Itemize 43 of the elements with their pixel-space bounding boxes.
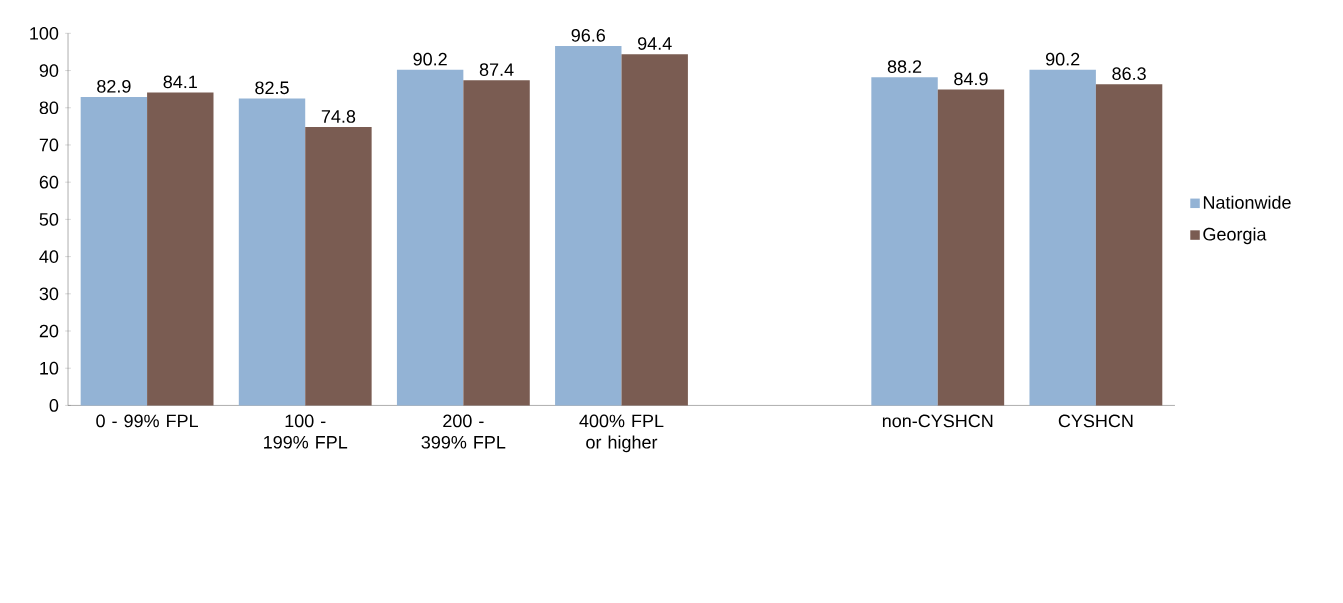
bar (396, 69, 464, 406)
y-tick-label: 10 (40, 361, 59, 375)
data-label: 90.2 (413, 52, 447, 66)
x-tick-label: 0 - 99% FPL (96, 414, 198, 428)
data-label: 94.4 (638, 37, 672, 50)
data-label: 86.3 (1112, 67, 1146, 81)
y-tick-label: 60 (39, 175, 59, 189)
data-label: 96.6 (571, 29, 606, 42)
bar (147, 92, 214, 406)
data-label: 74.8 (321, 110, 356, 123)
bar (305, 127, 372, 406)
bar (1029, 69, 1096, 406)
y-tick-label: 20 (39, 324, 59, 338)
y-tick-label: 40 (39, 250, 59, 264)
x-tick-label: CYSHCN (1058, 414, 1133, 428)
y-tick-label: 30 (39, 287, 59, 301)
y-tick-label: 0 (49, 399, 59, 412)
y-tick-label: 50 (39, 213, 59, 226)
y-tick-label: 100 (30, 27, 59, 40)
bar (937, 89, 1005, 406)
data-label: 87.4 (479, 63, 514, 77)
x-tick-label: 400% FPL or higher (579, 414, 664, 453)
y-tick-label: 90 (39, 64, 59, 77)
data-label: 82.9 (97, 80, 131, 93)
y-tick-label: 70 (39, 138, 59, 152)
legend-label: Nationwide (1203, 195, 1291, 209)
data-label: 82.5 (255, 81, 289, 95)
bar (621, 54, 688, 406)
data-label: 84.1 (163, 75, 197, 89)
bar (463, 80, 530, 406)
x-tick-label: 200 - 399% FPL (421, 414, 506, 449)
bar (238, 98, 306, 406)
x-tick-label: non-CYSHCN (882, 414, 993, 428)
bar (80, 97, 148, 406)
bar (555, 46, 622, 406)
y-tick-label: 80 (39, 101, 59, 115)
data-label: 88.2 (887, 60, 922, 74)
x-tick-label: 100 - 199% FPL (264, 414, 348, 449)
bar (1095, 84, 1163, 406)
bar (871, 77, 938, 406)
data-label: 90.2 (1046, 52, 1080, 66)
legend-label: Georgia (1203, 227, 1267, 245)
data-label: 84.9 (954, 72, 988, 86)
